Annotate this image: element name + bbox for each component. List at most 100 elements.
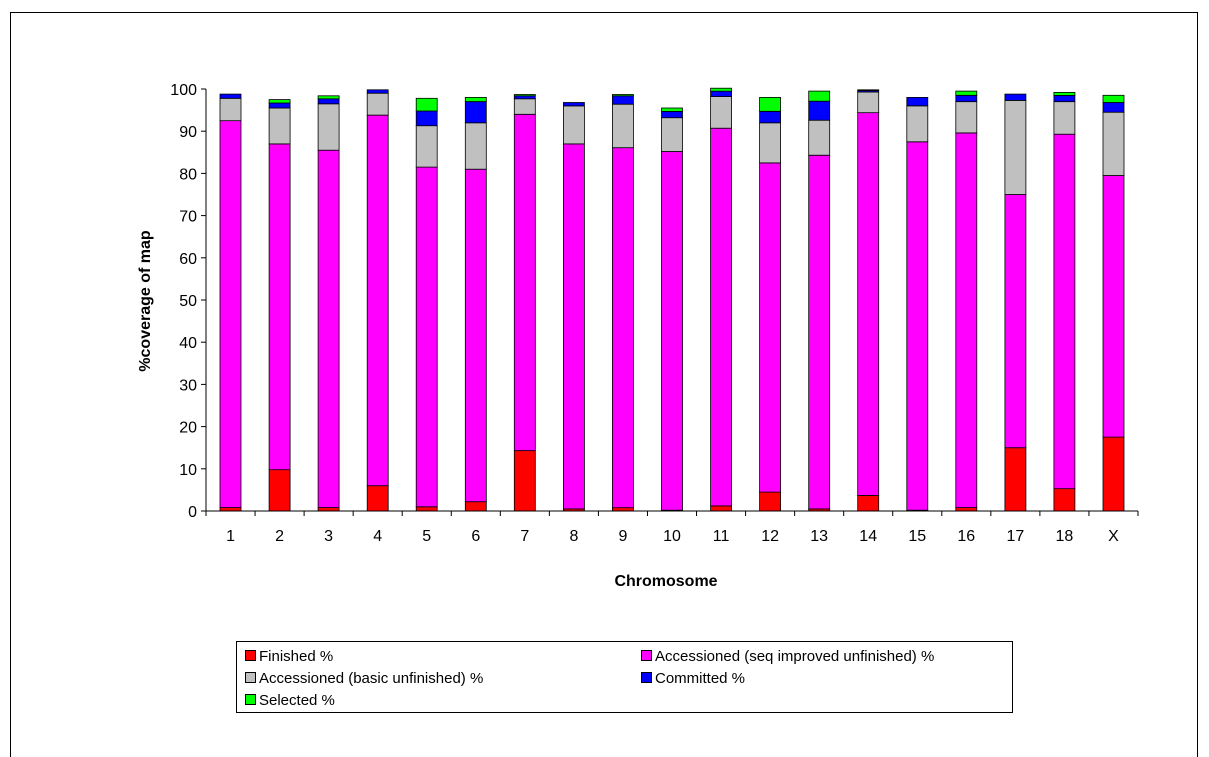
x-tick-label: 13: [810, 528, 828, 545]
bar-segment-8-series-2: [563, 143, 585, 510]
legend: Finished % Accessioned (seq improved unfi…: [236, 641, 1013, 713]
bar-segment-1-series-2: [219, 120, 242, 508]
bar-segment-6-series-1: [464, 501, 487, 512]
legend-item-5: Selected %: [245, 692, 335, 709]
bar-segment-8-series-4: [563, 102, 585, 107]
bar-segment-5-series-3: [415, 125, 438, 168]
bar-segment-3-series-5: [317, 95, 340, 100]
bar-segment-1-series-4: [219, 93, 242, 99]
legend-label: Accessioned (seq improved unfinished) %: [655, 648, 935, 665]
bar-segment-3-series-2: [317, 149, 340, 508]
bar-segment-7-series-4: [513, 95, 536, 100]
y-tick-label: 0: [188, 504, 197, 521]
bar-segment-12-series-5: [759, 97, 781, 112]
bar-segment-2-series-3: [268, 107, 291, 145]
y-tick-label: 10: [179, 462, 197, 479]
x-tick-label: 11: [713, 528, 730, 545]
bar-segment-12-series-1: [759, 491, 781, 512]
y-tick-label: 70: [179, 209, 197, 226]
bar-segment-18-series-1: [1053, 488, 1076, 512]
x-tick-label: 12: [761, 528, 779, 545]
bar-segment-2-series-1: [268, 469, 291, 512]
bar-segment-5-series-1: [415, 506, 438, 512]
bar-segment-X-series-1: [1102, 436, 1125, 512]
x-tick-label: 10: [663, 528, 681, 545]
bar-segment-14-series-2: [857, 112, 880, 496]
bar-segment-18-series-4: [1053, 94, 1076, 103]
bar-segment-9-series-3: [612, 103, 634, 149]
x-tick-label: 14: [859, 528, 877, 545]
bar-segment-3-series-4: [317, 98, 340, 105]
legend-label: Selected %: [259, 692, 335, 709]
bar-segment-X-series-4: [1102, 102, 1125, 113]
bar-segment-6-series-2: [464, 168, 487, 503]
bar-segment-15-series-4: [906, 97, 929, 107]
bar-segment-16-series-5: [955, 90, 978, 96]
bar-segment-15-series-2: [906, 141, 929, 511]
legend-item-4: Committed %: [641, 670, 745, 687]
bar-segment-15-series-3: [906, 105, 929, 143]
x-tick-label: 15: [908, 528, 926, 545]
legend-swatch: [245, 650, 256, 661]
bar-segment-1-series-1: [219, 507, 242, 512]
y-tick-label: 30: [179, 377, 197, 394]
bar-segment-9-series-5: [612, 94, 634, 97]
y-tick-label: 100: [170, 82, 197, 99]
bar-segment-5-series-2: [415, 166, 438, 508]
bar-segment-16-series-1: [955, 507, 978, 512]
bar-segment-11-series-4: [710, 90, 732, 97]
bar-segment-10-series-4: [661, 111, 683, 119]
bar-segment-10-series-3: [661, 117, 683, 152]
bar-segment-X-series-5: [1102, 94, 1125, 103]
bar-segment-5-series-4: [415, 110, 438, 127]
bar-segment-14-series-3: [857, 91, 880, 114]
y-tick-label: 50: [179, 293, 197, 310]
x-axis-title: Chromosome: [614, 573, 717, 590]
legend-swatch: [245, 694, 256, 705]
bar-segment-17-series-2: [1004, 194, 1027, 449]
bar-segment-X-series-3: [1102, 111, 1125, 176]
legend-item-3: Accessioned (basic unfinished) %: [245, 670, 483, 687]
chart-frame: [10, 12, 1198, 757]
bar-segment-9-series-1: [612, 507, 634, 512]
bar-segment-18-series-3: [1053, 101, 1076, 135]
legend-item-1: Finished %: [245, 648, 333, 665]
bar-segment-12-series-3: [759, 122, 781, 164]
legend-item-2: Accessioned (seq improved unfinished) %: [641, 648, 934, 665]
legend-swatch: [245, 672, 256, 683]
bar-segment-4-series-2: [366, 114, 389, 487]
x-tick-label: 6: [471, 528, 480, 545]
bar-segment-11-series-3: [710, 96, 732, 129]
bar-segment-2-series-2: [268, 143, 291, 471]
bar-segment-9-series-4: [612, 95, 634, 105]
bar-segment-2-series-4: [268, 102, 291, 109]
bar-segment-8-series-3: [563, 105, 585, 145]
bar-segment-17-series-1: [1004, 447, 1027, 512]
x-tick-label: 16: [957, 528, 975, 545]
bar-segment-5-series-5: [415, 97, 438, 112]
bar-segment-2-series-5: [268, 99, 291, 104]
bar-segment-9-series-2: [612, 147, 634, 509]
bar-segment-14-series-5: [857, 89, 880, 92]
bar-segment-4-series-1: [366, 485, 389, 512]
bar-segment-10-series-5: [661, 107, 683, 112]
bar-segment-7-series-2: [513, 113, 536, 451]
bar-segment-3-series-1: [317, 507, 340, 512]
y-tick-label: 80: [179, 166, 197, 183]
y-axis-title: %coverage of map: [137, 230, 154, 372]
bar-segment-13-series-5: [808, 90, 831, 102]
bar-segment-7-series-3: [513, 98, 536, 115]
bar-segment-11-series-2: [710, 127, 732, 507]
x-tick-label: 17: [1006, 528, 1024, 545]
bar-segment-6-series-4: [464, 101, 487, 124]
legend-label: Finished %: [259, 648, 334, 665]
bar-segment-13-series-3: [808, 119, 831, 156]
x-tick-label: X: [1108, 528, 1119, 545]
bar-segment-12-series-2: [759, 162, 781, 493]
x-tick-label: 8: [569, 528, 578, 545]
x-tick-label: 1: [226, 528, 235, 545]
bar-segment-4-series-3: [366, 92, 389, 116]
legend-label: Committed %: [655, 670, 746, 687]
legend-swatch: [641, 650, 652, 661]
bar-segment-6-series-5: [464, 97, 487, 103]
